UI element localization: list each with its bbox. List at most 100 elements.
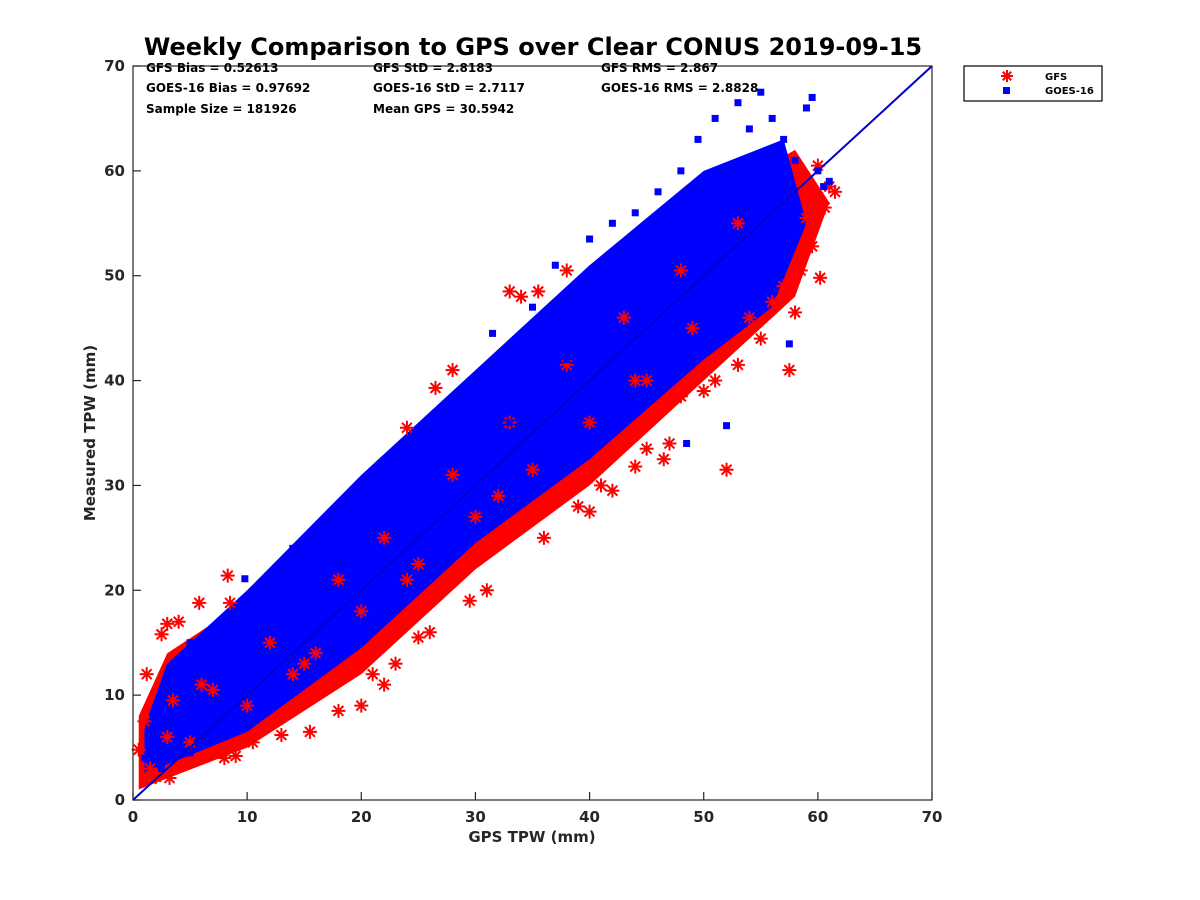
gfs-point [285, 667, 300, 682]
gfs-point [302, 724, 317, 739]
goes16-point [757, 88, 765, 96]
gfs-point [531, 284, 546, 299]
gfs-point [673, 263, 688, 278]
gfs-point [137, 714, 152, 729]
stat-annotation: Mean GPS = 30.5942 [373, 102, 514, 116]
goes16-point [808, 93, 816, 101]
gfs-point [377, 530, 392, 545]
goes16-point [471, 523, 479, 531]
gfs-point [616, 310, 631, 325]
y-tick-label: 60 [104, 162, 125, 180]
legend-goes16-label: GOES-16 [1045, 86, 1094, 97]
gfs-point [673, 389, 688, 404]
stat-annotation: GFS Bias = 0.52613 [146, 61, 278, 75]
gfs-point [817, 200, 832, 215]
gfs-point [245, 735, 260, 750]
gfs-point [805, 239, 820, 254]
gfs-point [205, 682, 220, 697]
goes16-point [152, 744, 160, 752]
goes16-density-cloud [144, 139, 807, 774]
x-tick-label: 70 [922, 808, 943, 826]
goes16-point [243, 712, 251, 720]
legend[interactable]: GFS GOES-16 [963, 65, 1103, 102]
goes16-point [529, 303, 536, 311]
x-tick-label: 60 [807, 808, 828, 826]
x-tick-label: 50 [693, 808, 714, 826]
goes16-point [631, 303, 639, 311]
gfs-point [593, 478, 608, 493]
gfs-point [220, 568, 235, 583]
gfs-point [827, 184, 842, 199]
goes16-point [403, 513, 411, 521]
legend-box [963, 65, 1103, 102]
x-tick-label: 40 [579, 808, 600, 826]
gfs-point [399, 420, 414, 435]
goes16-point [460, 398, 468, 406]
goes16-point [163, 670, 171, 678]
goes16-point [586, 439, 594, 447]
goes16-point [300, 670, 308, 678]
gfs-point [143, 761, 158, 776]
gfs-point [639, 373, 654, 388]
gfs-point [730, 357, 745, 372]
y-axis: 0 10 20 30 40 50 60 70 [104, 57, 141, 809]
stat-annotation: GOES-16 RMS = 2.8828 [601, 81, 758, 95]
goes16-point [745, 125, 753, 133]
gfs-point [365, 667, 380, 682]
goes16-point [289, 544, 297, 552]
goes16-point [175, 733, 183, 741]
gfs-point [628, 373, 643, 388]
gfs-point [605, 483, 620, 498]
gfs-point [502, 284, 517, 299]
gfs-point [411, 557, 426, 572]
legend-goes16-marker [1003, 87, 1010, 94]
gfs-point [223, 595, 238, 610]
x-tick-label: 20 [351, 808, 372, 826]
gfs-point [582, 504, 597, 519]
y-tick-label: 70 [104, 57, 125, 75]
stat-annotation: GOES-16 Bias = 0.97692 [146, 81, 310, 95]
gfs-point [377, 677, 392, 692]
y-tick-label: 20 [104, 581, 125, 599]
goes16-point [158, 765, 166, 773]
goes16-point [369, 565, 377, 573]
scatter-points [131, 88, 842, 785]
goes16-point [517, 408, 525, 416]
gfs-point [162, 770, 177, 785]
gfs-point [331, 703, 346, 718]
gfs-point [262, 635, 277, 650]
gfs-point [354, 604, 369, 619]
goes16-point [654, 188, 662, 196]
chart-title: Weekly Comparison to GPS over Clear CONU… [144, 33, 922, 61]
gfs-point [810, 190, 825, 205]
gfs-point [776, 279, 791, 294]
x-tick-label: 0 [128, 808, 138, 826]
gfs-point [662, 436, 677, 451]
gfs-point [422, 625, 437, 640]
goes16-point [785, 340, 793, 348]
gfs-point [194, 677, 209, 692]
goes16-point [300, 618, 308, 626]
goes16-point [357, 497, 365, 505]
goes16-point [563, 356, 571, 364]
goes16-point [711, 114, 719, 122]
legend-gfs-marker [1001, 70, 1013, 82]
goes16-point [677, 167, 685, 175]
y-axis-label: Measured TPW (mm) [81, 345, 99, 521]
goes16-point [802, 104, 810, 112]
goes16-point [586, 235, 594, 243]
goes16-point [186, 749, 194, 757]
goes16-point [529, 481, 536, 489]
gfs-point [730, 216, 745, 231]
goes16-point [768, 114, 776, 122]
gfs-point [753, 331, 768, 346]
goes16-point [723, 188, 731, 196]
goes16-point [220, 723, 228, 731]
x-tick-label: 30 [465, 808, 486, 826]
goes16-point [762, 151, 770, 159]
gfs-point [788, 305, 803, 320]
legend-gfs-label: GFS [1045, 72, 1067, 83]
goes16-point [334, 586, 342, 594]
goes16-point [700, 209, 708, 217]
